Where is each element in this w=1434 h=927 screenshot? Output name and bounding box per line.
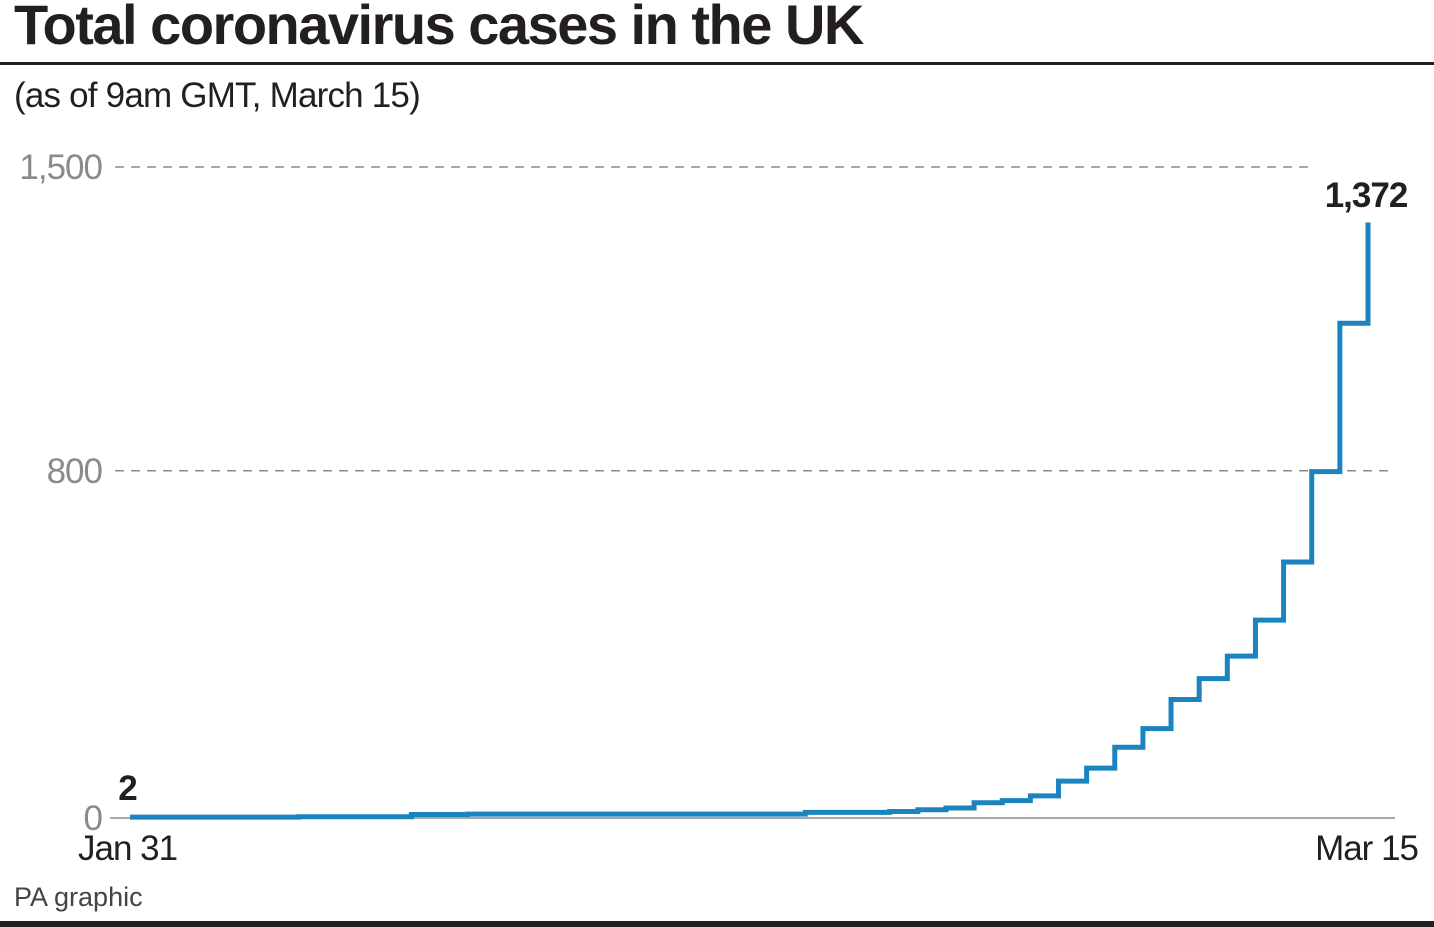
- data-label-start: 2: [118, 769, 137, 808]
- title-divider: [0, 62, 1434, 65]
- chart-subtitle: (as of 9am GMT, March 15): [14, 76, 421, 115]
- source-credit: PA graphic: [14, 882, 143, 912]
- y-axis-ticks: 0 800 1,500: [19, 148, 103, 838]
- data-label-end: 1,372: [1325, 176, 1408, 215]
- x-tick-label-start: Jan 31: [78, 829, 177, 868]
- y-tick-label-1500: 1,500: [19, 148, 102, 187]
- bottom-divider: [0, 921, 1434, 927]
- y-tick-label-0: 0: [84, 799, 103, 838]
- x-axis-ticks: Jan 31 Mar 15: [78, 829, 1419, 868]
- gridlines: [115, 166, 1395, 472]
- series-line-total-cases: [130, 222, 1371, 820]
- y-tick-label-800: 800: [47, 452, 103, 491]
- chart-title: Total coronavirus cases in the UK: [14, 0, 864, 56]
- x-tick-label-end: Mar 15: [1315, 829, 1418, 868]
- data-labels: 2 1,372: [118, 176, 1409, 808]
